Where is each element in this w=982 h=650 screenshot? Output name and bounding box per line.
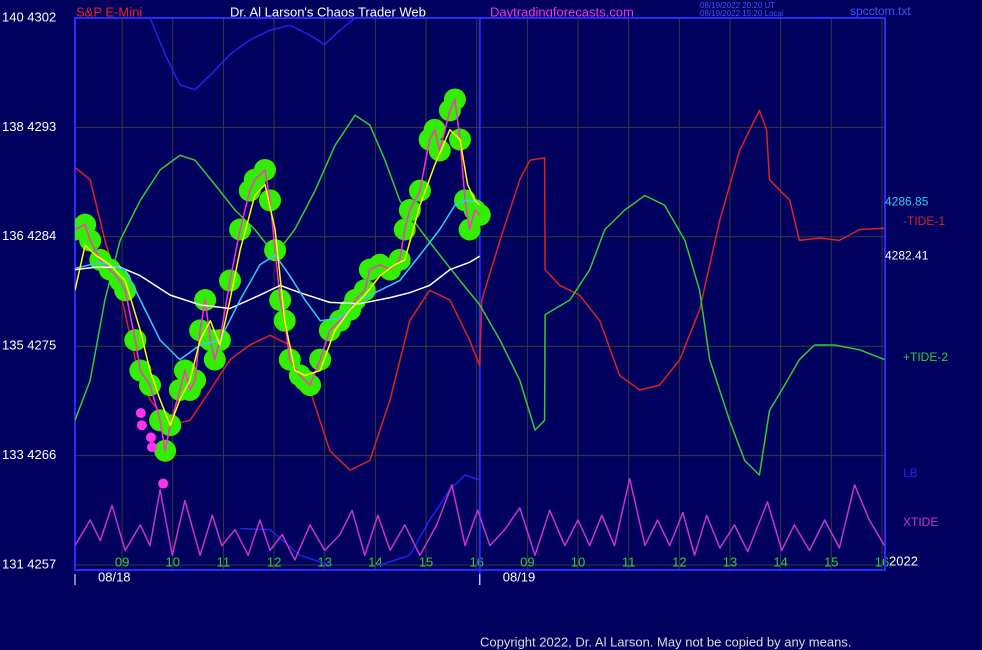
series-line xyxy=(75,109,885,471)
series-line xyxy=(75,98,481,452)
x-tick-label: 13 xyxy=(318,554,332,569)
signal-dot xyxy=(158,478,169,489)
price-marker xyxy=(468,203,491,226)
series-line xyxy=(75,129,481,426)
x-tick-label: 16 xyxy=(875,554,889,569)
y-tick-label: 131 4257 xyxy=(2,556,56,571)
timestamp: 08/19/2022 20:20 UT xyxy=(700,1,775,10)
x-tick-label: 15 xyxy=(824,554,838,569)
x-tick-label: 10 xyxy=(571,554,585,569)
signal-dot xyxy=(146,442,157,453)
series-label: +TIDE-2 xyxy=(903,350,948,364)
x-tick-label: 16 xyxy=(469,554,483,569)
x-tick-label: 09 xyxy=(115,554,129,569)
signal-dot xyxy=(136,420,147,431)
series-label: LB xyxy=(903,466,918,480)
y-tick-label: 133 4266 xyxy=(2,447,56,462)
x-tick-label: 12 xyxy=(672,554,686,569)
site: Daytradingforecasts.com xyxy=(490,4,634,19)
last-value-label: 4286.85 xyxy=(885,194,929,208)
date-label: 08/19 xyxy=(503,569,536,584)
x-tick-label: 15 xyxy=(419,554,433,569)
x-tick-label: 14 xyxy=(773,554,787,569)
series-label: XTIDE xyxy=(903,515,938,529)
y-tick-label: 140 4302 xyxy=(2,9,56,24)
series-line xyxy=(75,477,885,561)
x-tick-label: 14 xyxy=(368,554,382,569)
series-line xyxy=(75,114,885,476)
y-tick-label: 136 4284 xyxy=(2,228,56,243)
series-line xyxy=(149,18,480,566)
series-line xyxy=(75,199,480,361)
chart-title: Dr. Al Larson's Chaos Trader Web xyxy=(230,4,426,19)
x-tick-label: 11 xyxy=(217,554,231,569)
copyright: Copyright 2022, Dr. Al Larson. May not b… xyxy=(480,634,851,649)
signal-dot xyxy=(135,408,146,419)
file-name: spcctom.txt xyxy=(850,4,911,18)
series-label: -TIDE-1 xyxy=(903,214,945,228)
plot xyxy=(75,18,885,566)
x-tick-label: 09 xyxy=(520,554,534,569)
timestamp: 08/19/2022 15:20 Local xyxy=(700,9,784,18)
y-tick-label: 138 4293 xyxy=(2,119,56,134)
symbol: S&P E-Mini xyxy=(76,4,142,19)
x-tick-label: 13 xyxy=(723,554,737,569)
y-tick-label: 135 4275 xyxy=(2,338,56,353)
signal-dot xyxy=(145,432,156,443)
x-tick-label: 10 xyxy=(166,554,180,569)
series-line xyxy=(75,255,481,310)
x-tick-label: 11 xyxy=(622,554,636,569)
x-tick-label: 12 xyxy=(267,554,281,569)
year: 2022 xyxy=(889,553,918,568)
date-label: 08/18 xyxy=(98,569,131,584)
last-value-label: 4282.41 xyxy=(885,248,929,262)
